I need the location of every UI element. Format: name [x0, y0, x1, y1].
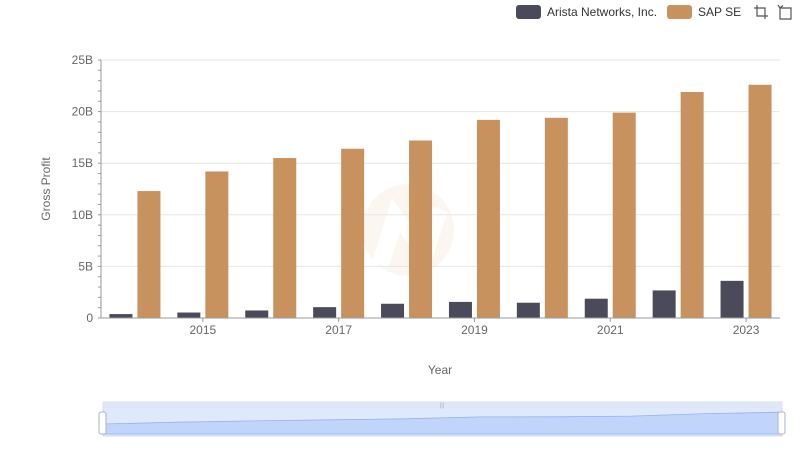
- x-tick-label: 2017: [325, 323, 352, 337]
- y-tick-label: 20B: [72, 105, 93, 119]
- y-tick-label: 25B: [72, 53, 93, 67]
- y-tick-label: 5B: [78, 259, 93, 273]
- data-zoom-grip-icon[interactable]: |||: [440, 403, 445, 409]
- legend-label-arista: Arista Networks, Inc.: [547, 5, 658, 19]
- bars-group: [109, 84, 772, 319]
- bar-arista-2018[interactable]: [381, 303, 405, 318]
- data-zoom-right-handle[interactable]: [777, 411, 786, 435]
- bar-arista-2015[interactable]: [177, 312, 201, 318]
- bar-sap-2021[interactable]: [612, 112, 636, 319]
- grid-lines: [101, 59, 780, 319]
- x-tick-label: 2023: [733, 323, 760, 337]
- legend-item-sap[interactable]: SAP SE: [667, 5, 741, 19]
- y-tick-label: 10B: [72, 208, 93, 222]
- legend: Arista Networks, Inc. SAP SE: [516, 4, 793, 20]
- x-tick-label: 2021: [597, 323, 624, 337]
- legend-item-arista[interactable]: Arista Networks, Inc.: [516, 5, 657, 19]
- bar-sap-2022[interactable]: [680, 91, 704, 318]
- legend-label-sap: SAP SE: [698, 5, 742, 19]
- x-tick-label: 2015: [189, 323, 216, 337]
- restore-icon[interactable]: [777, 4, 793, 20]
- legend-swatch-arista: [516, 5, 541, 19]
- zoom-icon[interactable]: [753, 4, 769, 20]
- x-tick-label: 2019: [461, 323, 488, 337]
- legend-swatch-sap: [667, 5, 693, 19]
- data-zoom-selected-range[interactable]: [103, 408, 782, 436]
- bar-sap-2017[interactable]: [341, 148, 365, 318]
- bar-arista-2016[interactable]: [245, 310, 269, 318]
- y-axis-title: Gross Profit: [39, 157, 53, 221]
- bar-arista-2020[interactable]: [516, 302, 540, 318]
- bar-sap-2015[interactable]: [205, 171, 229, 318]
- bar-sap-2014[interactable]: [137, 191, 161, 318]
- bar-sap-2016[interactable]: [273, 158, 297, 318]
- data-zoom-slider[interactable]: |||: [98, 401, 786, 437]
- data-zoom-left-handle[interactable]: [98, 411, 107, 435]
- bar-arista-2014[interactable]: [109, 314, 133, 318]
- bar-sap-2023[interactable]: [748, 84, 772, 318]
- data-zoom-header-bar[interactable]: [103, 402, 782, 408]
- bar-arista-2017[interactable]: [313, 307, 337, 318]
- watermark-logo: [362, 184, 454, 276]
- bar-sap-2020[interactable]: [544, 117, 568, 319]
- toolbox: [753, 4, 793, 20]
- bar-arista-2021[interactable]: [584, 298, 608, 318]
- bar-arista-2019[interactable]: [448, 301, 472, 318]
- y-tick-label: 15B: [72, 156, 93, 170]
- y-tick-label: 0: [86, 311, 93, 325]
- x-axis-title: Year: [428, 363, 452, 377]
- bar-arista-2022[interactable]: [652, 290, 676, 318]
- bar-sap-2018[interactable]: [409, 140, 433, 318]
- bar-sap-2019[interactable]: [476, 119, 500, 318]
- axes-group: 0 5B 10B 15B 20B 25B 2015 2017 2019 2021 2023: [72, 53, 780, 337]
- bar-arista-2023[interactable]: [720, 280, 744, 318]
